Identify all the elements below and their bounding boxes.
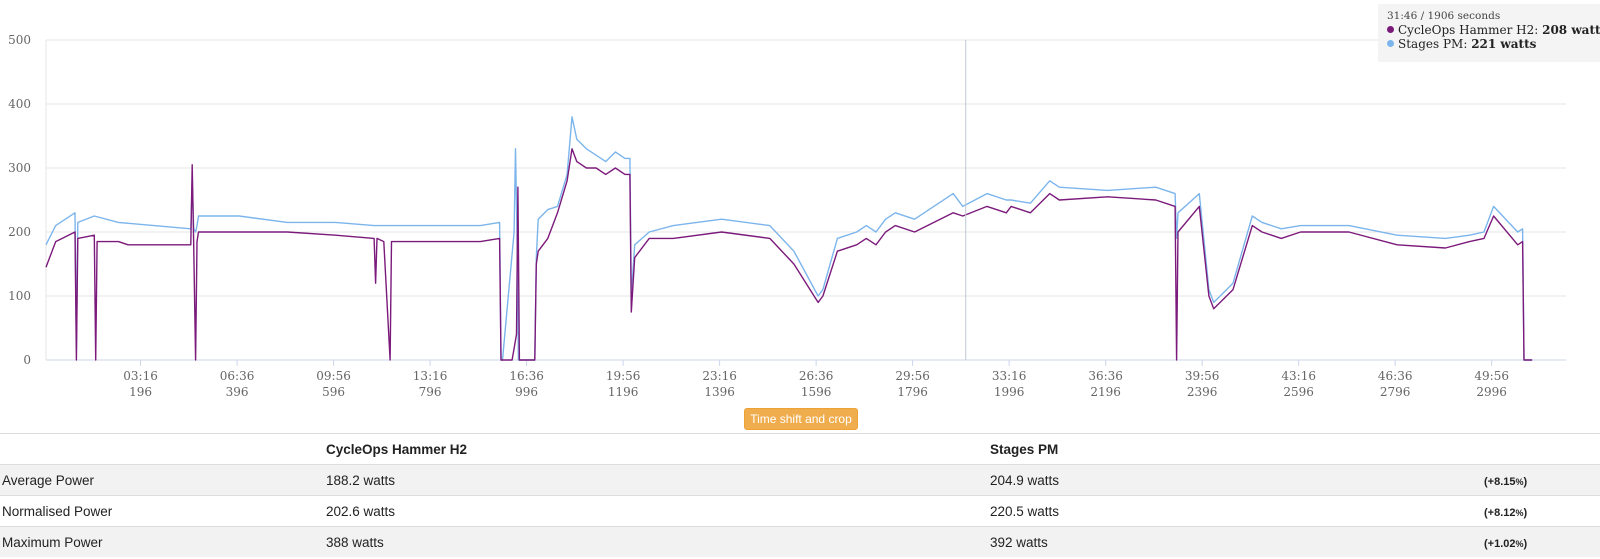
row-value-b: 204.9 watts (988, 464, 1482, 496)
chart-grid (45, 39, 1566, 361)
x-tick-label-seconds: 2596 (1283, 385, 1314, 399)
x-tick-label-seconds: 996 (515, 385, 538, 399)
x-tick-label-seconds: 1196 (608, 385, 639, 399)
x-tick-label-time: 43:16 (1281, 369, 1316, 383)
table-header-cell: CycleOps Hammer H2 (324, 433, 988, 465)
x-tick-label-time: 33:16 (992, 369, 1027, 383)
x-tick-label-time: 13:16 (413, 369, 448, 383)
x-tick-label-time: 19:56 (606, 369, 641, 383)
y-tick-label: 200 (8, 225, 31, 239)
table-row: Normalised Power 202.6 watts 220.5 watts… (0, 495, 1600, 527)
table-row: Maximum Power 388 watts 392 watts (+1.02… (0, 526, 1600, 557)
x-tick-label-time: 09:56 (316, 369, 351, 383)
row-diff-unit: % (1515, 476, 1524, 487)
series1-dot-icon (1387, 26, 1394, 33)
row-diff-unit: % (1515, 538, 1524, 549)
x-tick-label-time: 29:56 (895, 369, 930, 383)
series-line-stages-pm (45, 116, 1533, 361)
row-label: Average Power (0, 464, 324, 496)
row-label: Maximum Power (0, 526, 324, 557)
y-tick-label: 400 (8, 97, 31, 111)
y-tick-label: 100 (8, 289, 31, 303)
row-value-b: 220.5 watts (988, 495, 1482, 527)
row-label: Normalised Power (0, 495, 324, 527)
x-tick-label-seconds: 2396 (1187, 385, 1218, 399)
tooltip-series1-value: 208 watts (1542, 23, 1600, 37)
table-header-cell (1482, 433, 1600, 465)
x-tick-label-seconds: 1596 (801, 385, 832, 399)
series2-dot-icon (1387, 40, 1394, 47)
row-diff-close: ) (1523, 537, 1528, 550)
row-diff-value: (+1.02 (1484, 537, 1516, 550)
x-tick-label-time: 06:36 (220, 369, 255, 383)
x-tick-label-seconds: 1996 (994, 385, 1025, 399)
stats-table: CycleOps Hammer H2 Stages PM Average Pow… (0, 433, 1600, 557)
x-tick-label-time: 36:36 (1088, 369, 1123, 383)
y-tick-label: 300 (8, 161, 31, 175)
y-axis-ticks: 0 100 200 300 400 500 (8, 33, 31, 367)
x-tick-label-seconds: 2796 (1380, 385, 1411, 399)
row-value-b: 392 watts (988, 526, 1482, 557)
row-value-a: 202.6 watts (324, 495, 988, 527)
row-diff-value: (+8.15 (1484, 475, 1516, 488)
x-tick-label-seconds: 196 (129, 385, 152, 399)
tooltip-series1-name: CycleOps Hammer H2 (1398, 23, 1535, 37)
tooltip-series2-value: 221 watts (1471, 37, 1537, 51)
row-diff-unit: % (1515, 507, 1524, 518)
x-tick-label-time: 03:16 (123, 369, 158, 383)
x-tick-label-time: 49:56 (1474, 369, 1509, 383)
time-shift-crop-button[interactable]: Time shift and crop (744, 408, 858, 430)
row-diff: (+8.15%) (1482, 464, 1600, 496)
row-value-a: 388 watts (324, 526, 988, 557)
table-header-cell (0, 433, 324, 465)
x-tick-label-seconds: 2196 (1090, 385, 1121, 399)
tooltip-series2-name: Stages PM (1398, 37, 1464, 51)
x-tick-label-time: 23:16 (702, 369, 737, 383)
x-tick-label-seconds: 596 (322, 385, 345, 399)
x-tick-label-time: 26:36 (799, 369, 834, 383)
x-axis-ticks: 03:16 196 06:36 396 09:56 596 13:16 796 16:36 996… (123, 360, 1509, 399)
tooltip-row-series2: Stages PM: 221 watts (1387, 37, 1594, 51)
x-tick-label-seconds: 2996 (1476, 385, 1507, 399)
series-line-cycleops-hammer-h2 (45, 148, 1533, 361)
chart-tooltip: 31:46 / 1906 seconds CycleOps Hammer H2:… (1378, 4, 1600, 62)
x-tick-label-seconds: 396 (226, 385, 249, 399)
row-diff: (+8.12%) (1482, 495, 1600, 527)
x-tick-label-time: 16:36 (509, 369, 544, 383)
y-tick-label: 0 (23, 353, 31, 367)
x-tick-label-seconds: 1396 (704, 385, 735, 399)
x-tick-label-time: 46:36 (1378, 369, 1413, 383)
x-tick-label-seconds: 796 (419, 385, 442, 399)
row-diff-close: ) (1523, 475, 1528, 488)
table-row: Average Power 188.2 watts 204.9 watts (+… (0, 464, 1600, 496)
x-tick-label-time: 39:56 (1185, 369, 1220, 383)
table-header-row: CycleOps Hammer H2 Stages PM (0, 433, 1600, 465)
row-diff-close: ) (1523, 506, 1528, 519)
table-header-cell: Stages PM (988, 433, 1482, 465)
tooltip-time: 31:46 / 1906 seconds (1387, 10, 1501, 22)
row-value-a: 188.2 watts (324, 464, 988, 496)
row-diff: (+1.02%) (1482, 526, 1600, 557)
chart-svg[interactable]: 0 100 200 300 400 500 03:16 196 06:36 396 09:56 59… (0, 0, 1600, 424)
row-diff-value: (+8.12 (1484, 506, 1516, 519)
power-chart[interactable]: 0 100 200 300 400 500 03:16 196 06:36 396 09:56 59… (0, 0, 1600, 424)
tooltip-row-series1: CycleOps Hammer H2: 208 watts (1387, 23, 1600, 37)
y-tick-label: 500 (8, 33, 31, 47)
chart-series (45, 116, 1533, 361)
x-tick-label-seconds: 1796 (897, 385, 928, 399)
